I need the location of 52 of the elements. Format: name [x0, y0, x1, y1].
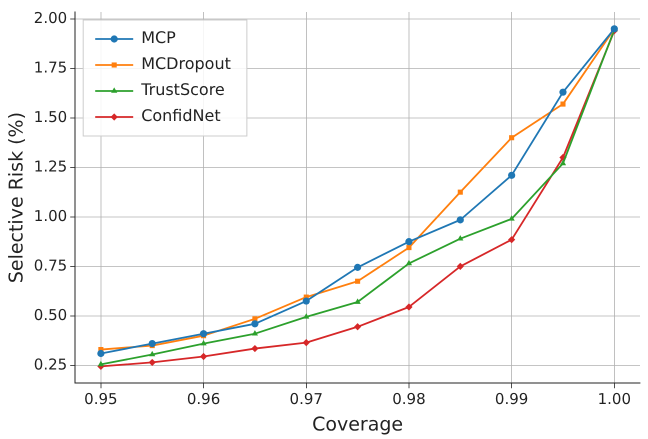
legend-label: MCDropout — [141, 54, 231, 74]
y-tick-label: 0.75 — [34, 256, 68, 274]
x-tick-label: 0.95 — [84, 390, 118, 408]
y-tick-label: 2.00 — [34, 8, 68, 27]
legend-label: ConfidNet — [141, 106, 221, 126]
point — [148, 340, 156, 348]
y-axis-title: Selective Risk (%) — [5, 112, 28, 284]
point — [200, 352, 208, 360]
point — [509, 135, 514, 140]
point — [354, 298, 361, 304]
y-tick-label: 1.50 — [34, 108, 68, 126]
y-tick-label: 1.75 — [34, 58, 68, 76]
point — [405, 303, 413, 311]
x-tick-label: 0.97 — [290, 390, 323, 408]
x-tick-label: 1.00 — [598, 390, 632, 408]
x-tick-label: 0.96 — [186, 390, 220, 408]
point — [354, 323, 362, 330]
point — [354, 264, 362, 271]
point — [98, 360, 104, 366]
x-tick-label: 0.98 — [392, 390, 426, 408]
y-tick-label: 1.25 — [34, 157, 68, 176]
point — [456, 262, 464, 270]
point — [302, 297, 310, 305]
y-tick-label: 1.00 — [34, 206, 68, 225]
point — [251, 320, 259, 328]
point — [508, 172, 516, 179]
point — [508, 236, 516, 244]
point — [302, 339, 310, 346]
y-tick-label: 0.50 — [34, 306, 68, 324]
y-tick-label: 0.25 — [34, 355, 68, 374]
point — [560, 160, 566, 166]
point — [406, 245, 412, 250]
point — [251, 344, 259, 352]
point — [200, 330, 208, 338]
point — [458, 190, 463, 195]
point — [456, 216, 464, 224]
point — [148, 358, 156, 366]
legend-label: MCP — [141, 28, 176, 48]
point — [508, 215, 515, 221]
point — [405, 238, 413, 246]
point — [355, 278, 360, 284]
point — [303, 313, 310, 319]
point — [252, 330, 258, 336]
point — [559, 88, 567, 96]
point — [97, 350, 104, 358]
x-tick-label: 0.99 — [494, 390, 528, 408]
point — [406, 260, 412, 266]
point — [200, 340, 207, 346]
x-axis-title: Coverage — [312, 414, 404, 436]
point — [560, 102, 566, 107]
legend-label: TrustScore — [140, 80, 225, 100]
point — [149, 350, 156, 356]
